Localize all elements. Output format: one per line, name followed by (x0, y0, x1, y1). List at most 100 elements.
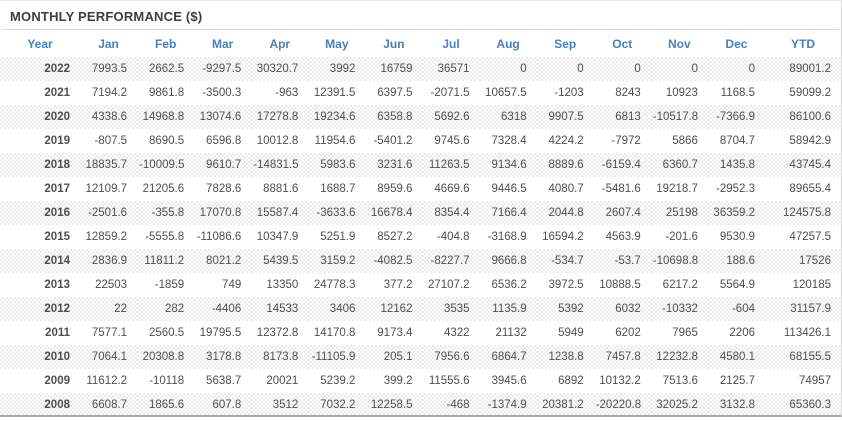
value-cell-oct: -20220.8 (594, 393, 651, 415)
value-cell-dec: 4580.1 (708, 345, 765, 369)
value-cell-jan: 4338.6 (80, 105, 137, 129)
value-cell-jan: 7993.5 (80, 57, 137, 81)
value-cell-feb: 9861.8 (148, 87, 185, 99)
value-cell-jul: 36571 (422, 57, 479, 81)
value-cell-sep: 20381.2 (537, 393, 594, 415)
value-cell-jan: -2501.6 (80, 201, 137, 225)
table-header: Year Jan Feb Mar Apr May Jun Jul Aug Sep Oct Nov Dec… (0, 30, 841, 57)
value-cell-mar: 749 (222, 279, 242, 291)
value-cell-nov: 6360.7 (651, 153, 708, 177)
value-cell-apr: 20021 (266, 375, 299, 387)
year-cell: 2022 (0, 57, 80, 81)
value-cell-aug: 3945.6 (491, 375, 527, 387)
value-cell-nov: 12232.8 (651, 345, 708, 369)
value-cell-jun: 12162 (365, 297, 422, 321)
value-cell-aug: 21132 (495, 327, 527, 339)
value-cell-oct: -7972 (611, 135, 641, 147)
value-cell-feb: 8690.5 (148, 135, 185, 147)
value-cell-apr: 15587.4 (251, 201, 308, 225)
value-cell-apr: 10012.8 (256, 135, 299, 147)
value-cell-jun: 8527.2 (377, 231, 413, 243)
value-cell-mar: 5638.7 (206, 375, 242, 387)
value-cell-jan: 6608.7 (80, 393, 137, 415)
value-cell-feb: 11811.2 (137, 249, 194, 273)
value-cell-jun: -4082.5 (365, 249, 422, 273)
table-row-2014: 2014 2836.9 11811.2 8021.2 5439.5 3159.2 -4082… (0, 249, 841, 273)
value-cell-sep: 5949 (558, 327, 584, 339)
value-cell-ytd: 68155.5 (765, 345, 841, 369)
value-cell-aug: -3168.9 (487, 231, 527, 243)
value-cell-nov: -201.6 (665, 231, 698, 243)
year-cell: 2009 (44, 375, 70, 387)
value-cell-dec: 2206 (729, 327, 755, 339)
panel-title: MONTHLY PERFORMANCE ($) (10, 9, 203, 24)
value-cell-mar: 8021.2 (194, 249, 251, 273)
value-cell-jun: 377.2 (383, 279, 413, 291)
table-header-row: Year Jan Feb Mar Apr May Jun Jul Aug Sep Oct Nov Dec… (0, 30, 841, 57)
value-cell-mar: 607.8 (194, 393, 251, 415)
column-header-ytd: YTD (791, 36, 815, 51)
value-cell-dec: 5564.9 (719, 279, 755, 291)
value-cell-jun: 16678.4 (365, 201, 422, 225)
table-row-2021: 2021 7194.2 9861.8 -3500.3 -963 12391.5 6397.5… (0, 81, 841, 105)
value-cell-jul: 27107.2 (427, 279, 470, 291)
table-row-2016: 2016 -2501.6 -355.8 17070.8 15587.4 -3633.6 16… (0, 201, 841, 225)
year-cell: 2018 (0, 153, 80, 177)
value-cell-jun: -5401.2 (373, 135, 413, 147)
value-cell-jan: 2836.9 (80, 249, 137, 273)
column-header-jan: Jan (98, 36, 119, 51)
year-cell: 2017 (44, 183, 70, 195)
value-cell-may: 11954.6 (314, 135, 356, 147)
value-cell-jun: 6397.5 (377, 87, 413, 99)
value-cell-oct: 8243 (615, 87, 641, 99)
value-cell-jun: 9173.4 (377, 327, 413, 339)
value-cell-mar: 13074.6 (194, 105, 251, 129)
value-cell-dec: -2952.3 (715, 183, 755, 195)
value-cell-ytd: 89001.2 (765, 57, 841, 81)
column-header-apr: Apr (269, 36, 291, 51)
value-cell-jan: 7194.2 (91, 87, 128, 99)
value-cell-jul: 9745.6 (434, 135, 470, 147)
value-cell-ytd: 113426.1 (783, 327, 831, 339)
table-row-2013: 2013 22503 -1859 749 13350 24778.3 377.2 27107.… (0, 273, 841, 297)
value-cell-jan: 12109.7 (85, 183, 128, 195)
value-cell-nov: 0 (651, 57, 708, 81)
value-cell-jul: -8227.7 (422, 249, 479, 273)
table-row-2022: 2022 7993.5 2662.5 -9297.5 30320.7 3992 16759 3… (0, 57, 841, 81)
value-cell-jan: 7577.1 (91, 327, 128, 339)
value-cell-apr: 13350 (266, 279, 299, 291)
value-cell-dec: 8704.7 (719, 135, 755, 147)
value-cell-jul: -2071.5 (430, 87, 470, 99)
value-cell-jun: 12258.5 (365, 393, 422, 415)
value-cell-oct: 10132.2 (599, 375, 641, 387)
value-cell-jan: 7064.1 (80, 345, 137, 369)
value-cell-may: 24778.3 (313, 279, 356, 291)
value-cell-sep: -1203 (554, 87, 584, 99)
value-cell-apr: 30320.7 (251, 57, 308, 81)
value-cell-sep: 5392 (537, 297, 594, 321)
value-cell-mar: -4406 (194, 297, 251, 321)
value-cell-sep: 8889.6 (537, 153, 594, 177)
column-header-nov: Nov (667, 36, 691, 51)
value-cell-jan: 22 (80, 297, 137, 321)
value-cell-may: 1688.7 (320, 183, 356, 195)
value-cell-feb: 2662.5 (137, 57, 194, 81)
value-cell-jun: 3231.6 (365, 153, 422, 177)
value-cell-jul: 11263.5 (422, 153, 479, 177)
value-cell-jul: 4669.6 (434, 183, 470, 195)
value-cell-may: 12391.5 (313, 87, 356, 99)
value-cell-aug: 6536.2 (491, 279, 527, 291)
value-cell-aug: 1135.9 (480, 297, 537, 321)
value-cell-nov: 7965 (672, 327, 698, 339)
value-cell-aug: 9134.6 (480, 153, 537, 177)
value-cell-feb: -355.8 (137, 201, 194, 225)
value-cell-may: 3159.2 (308, 249, 365, 273)
value-cell-jun: 16759 (365, 57, 422, 81)
value-cell-ytd: 86100.6 (765, 105, 841, 129)
value-cell-feb: -5555.8 (145, 231, 185, 243)
value-cell-sep: 4224.2 (548, 135, 584, 147)
value-cell-dec: -7366.9 (708, 105, 765, 129)
value-cell-aug: 6318 (480, 105, 537, 129)
value-cell-feb: -10118 (149, 375, 185, 387)
value-cell-oct: 6813 (594, 105, 651, 129)
